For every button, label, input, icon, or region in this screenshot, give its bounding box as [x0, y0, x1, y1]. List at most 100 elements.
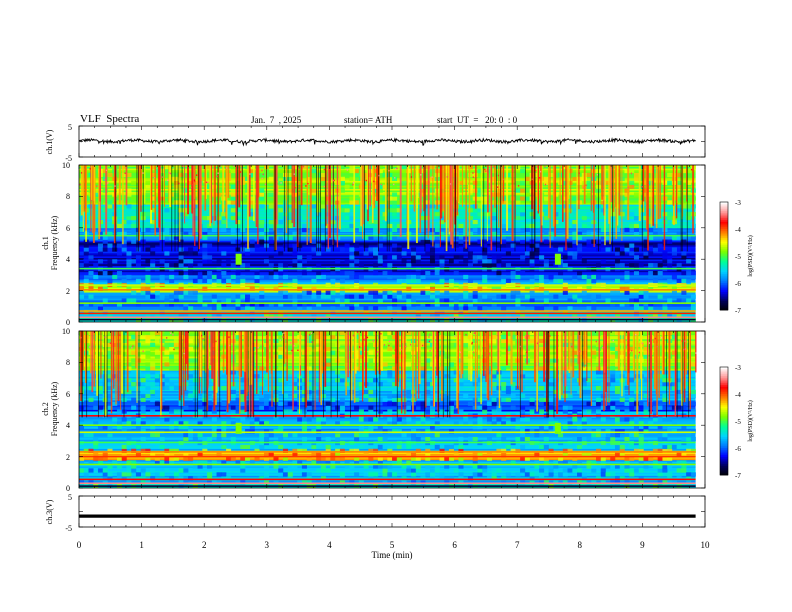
- sferic-streak: [586, 331, 588, 381]
- spectrogram-cell: [638, 294, 644, 299]
- spectrogram-cell: [154, 314, 160, 319]
- spectrogram-cell: [548, 172, 554, 178]
- spectrogram-cell: [178, 290, 184, 295]
- spectrogram-cell: [159, 436, 165, 442]
- spectrogram-cell: [572, 251, 578, 256]
- spectrogram-cell: [330, 460, 336, 465]
- sferic-streak: [210, 165, 213, 224]
- spectrogram-cell: [420, 227, 426, 233]
- spectrogram-cell: [216, 472, 222, 477]
- spectrogram-cell: [368, 216, 374, 221]
- spectrogram-cell: [543, 180, 549, 185]
- spectrogram-cell: [282, 472, 288, 477]
- high-psd-speck: [429, 333, 431, 336]
- spectrogram-cell: [401, 180, 407, 185]
- spectrogram-cell: [363, 216, 369, 221]
- sferic-streak: [306, 165, 308, 245]
- spectrogram-cell: [600, 176, 606, 181]
- spectrogram-cell: [520, 433, 526, 438]
- spectrogram-cell: [520, 417, 526, 422]
- spectrogram-cell: [406, 460, 412, 465]
- spectrogram-cell: [377, 184, 383, 189]
- high-psd-speck: [421, 344, 424, 347]
- spectrogram-cell: [301, 227, 307, 233]
- spectrogram-cell: [316, 346, 322, 351]
- spectrogram-cell: [382, 444, 388, 450]
- dark-gap-streak: [253, 331, 255, 418]
- spectrogram-cell: [657, 374, 663, 379]
- spectrogram-cell: [259, 393, 265, 399]
- spectrogram-cell: [453, 409, 459, 414]
- spectrogram-cell: [686, 472, 692, 477]
- spectrogram-cell: [164, 448, 170, 453]
- spectrogram-cell: [458, 456, 464, 461]
- sferic-streak: [675, 165, 678, 219]
- spectrogram-cell: [358, 444, 364, 450]
- spectrogram-cell: [458, 382, 464, 387]
- spectrogram-cell: [344, 362, 350, 367]
- spectrogram-cell: [444, 366, 450, 371]
- spectrogram-cell: [88, 397, 94, 402]
- spectrogram-cell: [93, 444, 99, 450]
- spectrogram-cell: [392, 192, 398, 197]
- sferic-streak: [360, 165, 363, 227]
- spectrogram-cell: [306, 212, 312, 217]
- spectrogram-cell: [567, 255, 573, 260]
- dark-gap-streak: [180, 331, 182, 418]
- spectrogram-cell: [667, 239, 673, 244]
- spectrogram-cell: [652, 243, 658, 248]
- spectrogram-cell: [226, 476, 232, 481]
- spectrogram-cell: [657, 358, 663, 363]
- spectrogram-cell: [249, 196, 255, 201]
- spectrogram-cell: [235, 354, 241, 359]
- spectrogram-cell: [524, 176, 530, 181]
- sferic-streak: [317, 165, 319, 216]
- sferic-streak: [225, 165, 227, 219]
- spectrogram-cell: [510, 270, 516, 276]
- spectrogram-cell: [600, 472, 606, 477]
- spectrogram-cell: [543, 456, 549, 461]
- spectrogram-cell: [230, 421, 236, 426]
- spectrogram-cell: [368, 362, 374, 367]
- spectrogram-cell: [415, 278, 421, 284]
- sferic-streak: [689, 331, 691, 410]
- spectrogram-cell: [482, 180, 488, 185]
- spectrogram-freq-band: [79, 390, 696, 393]
- sferic-streak: [118, 165, 121, 205]
- sferic-streak: [163, 165, 165, 207]
- spectrogram-cell: [354, 460, 360, 465]
- sferic-streak: [205, 331, 207, 373]
- spectrogram-cell: [268, 314, 274, 319]
- spectrogram-cell: [263, 436, 270, 442]
- spectrogram-cell: [444, 444, 450, 450]
- spectrogram-cell: [197, 278, 203, 284]
- spectrogram-cell: [624, 227, 630, 233]
- spectrogram-cell: [406, 294, 412, 299]
- spectrogram-cell: [183, 302, 189, 307]
- spectrogram-cell: [79, 310, 85, 315]
- spectrogram-cell: [278, 350, 284, 355]
- spectrogram-cell: [301, 448, 307, 453]
- spectrogram-cell: [207, 405, 213, 410]
- spectrogram-cell: [463, 342, 469, 347]
- spectrogram-cell: [548, 409, 554, 414]
- spectrogram-cell: [320, 196, 326, 201]
- spectrogram-cell: [624, 216, 630, 221]
- sferic-streak: [570, 165, 572, 214]
- spectrogram-cell: [444, 298, 450, 303]
- high-psd-speck: [89, 346, 91, 348]
- spectrogram-cell: [216, 397, 222, 402]
- spectrogram-cell: [173, 306, 179, 311]
- spectrogram-cell: [306, 306, 312, 311]
- spectrogram-cell: [178, 239, 184, 244]
- spectrogram-cell: [411, 184, 417, 189]
- spectrogram-cell: [211, 480, 217, 485]
- spectrogram-cell: [567, 448, 573, 453]
- spectrogram-cell: [638, 468, 644, 473]
- spectrogram-cell: [116, 476, 122, 481]
- sferic-streak: [194, 165, 196, 246]
- spectrogram-cell: [368, 456, 374, 461]
- spectrogram-cell: [482, 464, 488, 469]
- spectrogram-cell: [624, 480, 630, 485]
- spectrogram-cell: [596, 464, 602, 469]
